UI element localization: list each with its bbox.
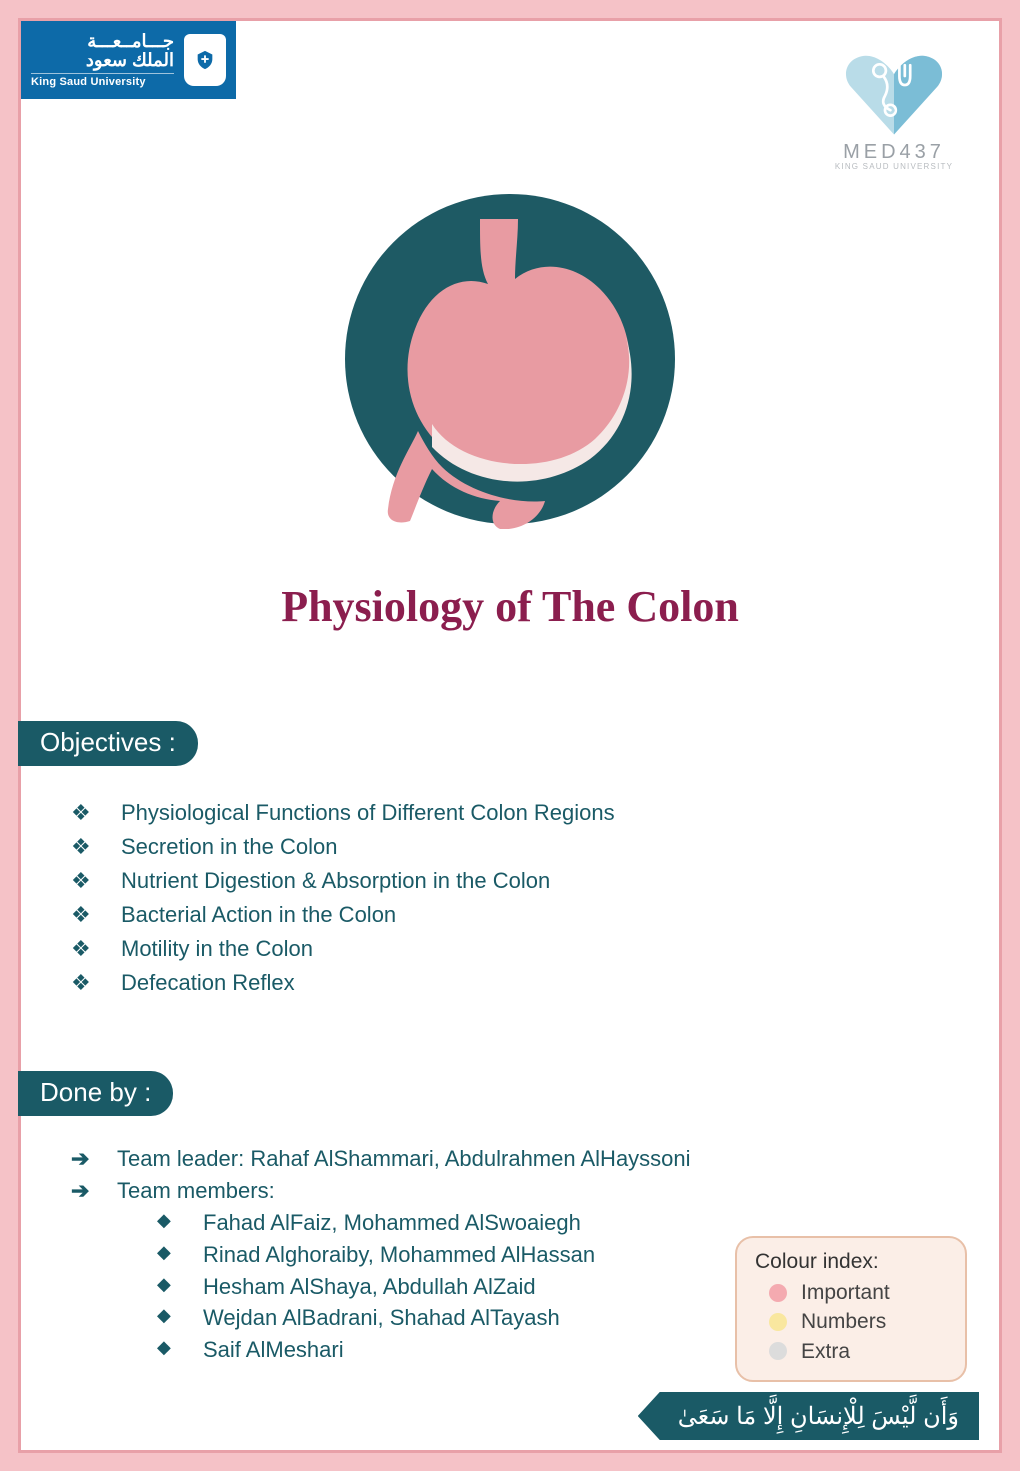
ksu-arabic-1: جـــامــعـــة — [31, 32, 174, 52]
diamond-bullet-icon: ❖ — [71, 898, 95, 932]
diamond-icon: ◆ — [157, 1271, 181, 1297]
colour-index-title: Colour index: — [755, 1250, 947, 1274]
colour-index-item: Extra — [755, 1337, 947, 1366]
diamond-icon: ◆ — [157, 1334, 181, 1360]
footer-quote-text: وَأَن لَّيْسَ لِلْإِنسَانِ إِلَّا مَا سَ… — [678, 1402, 959, 1431]
colour-index-label: Extra — [801, 1337, 850, 1366]
team-members-list: ◆ Fahad AlFaiz, Mohammed AlSwoaiegh ◆ Rinad… — [157, 1207, 749, 1366]
med437-logo: MED437 KING SAUD UNIVERSITY — [819, 49, 969, 171]
team-members-row: ➔ Team members: — [71, 1175, 749, 1207]
team-member-text: Wejdan AlBadrani, Shahad AlTayash — [203, 1302, 560, 1334]
arrow-icon: ➔ — [71, 1143, 95, 1175]
footer-quote-ribbon: وَأَن لَّيْسَ لِلْإِنسَانِ إِلَّا مَا سَ… — [638, 1392, 979, 1440]
colour-dot-icon — [769, 1284, 787, 1302]
ksu-logo-text: جـــامــعـــة الملك سعود King Saud Unive… — [31, 32, 174, 89]
diamond-bullet-icon: ❖ — [71, 796, 95, 830]
team-leader-row: ➔ Team leader: Rahaf AlShammari, Abdulra… — [71, 1143, 749, 1175]
objective-text: Secretion in the Colon — [121, 830, 337, 864]
ksu-logo: جـــامــعـــة الملك سعود King Saud Unive… — [21, 21, 236, 99]
page: جـــامــعـــة الملك سعود King Saud Unive… — [18, 18, 1002, 1453]
objective-item: ❖ Motility in the Colon — [71, 932, 939, 966]
team-member-text: Saif AlMeshari — [203, 1334, 344, 1366]
objective-text: Motility in the Colon — [121, 932, 313, 966]
objective-item: ❖ Secretion in the Colon — [71, 830, 939, 864]
diamond-bullet-icon: ❖ — [71, 864, 95, 898]
ksu-english: King Saud University — [31, 73, 174, 88]
colour-index-label: Important — [801, 1278, 890, 1307]
objectives-heading: Objectives : — [18, 721, 198, 766]
objective-text: Physiological Functions of Different Col… — [121, 796, 615, 830]
team-member-text: Hesham AlShaya, Abdullah AlZaid — [203, 1271, 536, 1303]
page-title: Physiology of The Colon — [21, 581, 999, 632]
colour-index-item: Numbers — [755, 1307, 947, 1336]
diamond-icon: ◆ — [157, 1239, 181, 1265]
diamond-bullet-icon: ❖ — [71, 830, 95, 864]
diamond-icon: ◆ — [157, 1302, 181, 1328]
team-members-label: Team members: — [117, 1175, 275, 1207]
team-leader-label: Team leader: — [117, 1146, 244, 1171]
objective-text: Nutrient Digestion & Absorption in the C… — [121, 864, 550, 898]
objective-item: ❖ Physiological Functions of Different Co… — [71, 796, 939, 830]
objective-text: Bacterial Action in the Colon — [121, 898, 396, 932]
objectives-list: ❖ Physiological Functions of Different Co… — [71, 796, 939, 1001]
diamond-bullet-icon: ❖ — [71, 966, 95, 1000]
med437-label: MED437 — [843, 141, 945, 164]
team-leader-names: Rahaf AlShammari, Abdulrahmen AlHayssoni — [250, 1146, 690, 1171]
team-leader-text: Team leader: Rahaf AlShammari, Abdulrahm… — [117, 1143, 691, 1175]
ksu-arabic-2: الملك سعود — [31, 51, 174, 71]
objective-text: Defecation Reflex — [121, 966, 295, 1000]
team-member-item: ◆ Rinad Alghoraiby, Mohammed AlHassan — [157, 1239, 749, 1271]
hero-stomach-icon — [340, 189, 680, 529]
diamond-icon: ◆ — [157, 1207, 181, 1233]
objective-item: ❖ Nutrient Digestion & Absorption in the … — [71, 864, 939, 898]
team-member-item: ◆ Wejdan AlBadrani, Shahad AlTayash — [157, 1302, 749, 1334]
colour-index-item: Important — [755, 1278, 947, 1307]
colour-index-label: Numbers — [801, 1307, 886, 1336]
med437-sub: KING SAUD UNIVERSITY — [835, 162, 953, 171]
objective-item: ❖ Bacterial Action in the Colon — [71, 898, 939, 932]
objective-item: ❖ Defecation Reflex — [71, 966, 939, 1000]
team-member-item: ◆ Fahad AlFaiz, Mohammed AlSwoaiegh — [157, 1207, 749, 1239]
done-by-heading: Done by : — [18, 1071, 173, 1116]
colour-dot-icon — [769, 1342, 787, 1360]
team-member-item: ◆ Hesham AlShaya, Abdullah AlZaid — [157, 1271, 749, 1303]
team-member-text: Fahad AlFaiz, Mohammed AlSwoaiegh — [203, 1207, 581, 1239]
team-member-text: Rinad Alghoraiby, Mohammed AlHassan — [203, 1239, 595, 1271]
colour-dot-icon — [769, 1313, 787, 1331]
diamond-bullet-icon: ❖ — [71, 932, 95, 966]
arrow-icon: ➔ — [71, 1175, 95, 1207]
ksu-shield-icon — [184, 34, 226, 86]
colour-index-box: Colour index: ImportantNumbersExtra — [735, 1236, 967, 1382]
team-member-item: ◆ Saif AlMeshari — [157, 1334, 749, 1366]
done-by-list: ➔ Team leader: Rahaf AlShammari, Abdulra… — [71, 1143, 749, 1366]
med437-heart-icon — [839, 49, 949, 139]
